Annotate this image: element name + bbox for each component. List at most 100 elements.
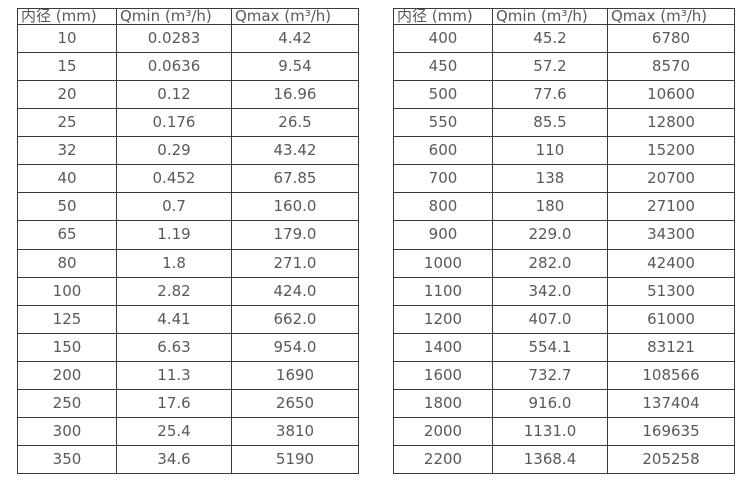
table-cell: 80 [17,248,117,278]
table-cell: 2200 [393,444,493,475]
table-cell: 1200 [393,304,493,334]
table-cell: 250 [17,388,117,418]
table-row: 200 11.3 1690 [17,360,359,390]
table-cell: 2000 [393,416,493,446]
table-cell: 15200 [607,136,735,166]
table-cell: 0.176 [116,108,232,138]
table-cell: 57.2 [492,52,608,82]
table-cell: 916.0 [492,388,608,418]
table-row: 1000 282.0 42400 [393,248,735,278]
table-row: 150 6.63 954.0 [17,332,359,362]
table-cell: 2650 [231,388,359,418]
table-row: 125 4.41 662.0 [17,304,359,334]
table-row: 1400 554.1 83121 [393,332,735,362]
table-header-row: 内径 (mm) Qmin (m³/h) Qmax (m³/h) [393,8,735,25]
table-cell: 0.29 [116,136,232,166]
table-cell: 0.0283 [116,23,232,54]
table-row: 1200 407.0 61000 [393,304,735,334]
table-row: 50 0.7 160.0 [17,192,359,222]
table-cell: 424.0 [231,276,359,306]
table-cell: 1368.4 [492,444,608,475]
table-cell: 26.5 [231,108,359,138]
table-cell: 83121 [607,332,735,362]
header-qmin: Qmin (m³/h) [116,8,232,25]
table-cell: 662.0 [231,304,359,334]
table-cell: 271.0 [231,248,359,278]
table-row: 65 1.19 179.0 [17,220,359,250]
table-row: 2000 1131.0 169635 [393,416,735,446]
table-row: 1800 916.0 137404 [393,388,735,418]
table-cell: 1100 [393,276,493,306]
table-cell: 179.0 [231,220,359,250]
table-row: 1600 732.7 108566 [393,360,735,390]
table-cell: 50 [17,192,117,222]
table-cell: 34.6 [116,444,232,475]
table-cell: 954.0 [231,332,359,362]
table-row: 40 0.452 67.85 [17,164,359,194]
table-cell: 27100 [607,192,735,222]
table-cell: 3810 [231,416,359,446]
table-cell: 32 [17,136,117,166]
header-qmax: Qmax (m³/h) [231,8,359,25]
table-cell: 169635 [607,416,735,446]
table-cell: 550 [393,108,493,138]
table-cell: 25.4 [116,416,232,446]
table-cell: 10600 [607,80,735,110]
table-row: 15 0.0636 9.54 [17,52,359,82]
table-cell: 1600 [393,360,493,390]
table-cell: 0.7 [116,192,232,222]
header-qmin: Qmin (m³/h) [492,8,608,25]
table-row: 1100 342.0 51300 [393,276,735,306]
table-cell: 20 [17,80,117,110]
table-cell: 1690 [231,360,359,390]
table-cell: 137404 [607,388,735,418]
table-row: 700 138 20700 [393,164,735,194]
table-row: 600 110 15200 [393,136,735,166]
table-cell: 1000 [393,248,493,278]
table-header-row: 内径 (mm) Qmin (m³/h) Qmax (m³/h) [17,8,359,25]
table-cell: 200 [17,360,117,390]
table-cell: 400 [393,23,493,54]
table-cell: 1400 [393,332,493,362]
table-body: 10 0.0283 4.42 15 0.0636 9.54 20 0.12 16.96 25 0.1… [17,23,359,475]
table-cell: 12800 [607,108,735,138]
table-cell: 160.0 [231,192,359,222]
table-cell: 5190 [231,444,359,475]
table-row: 350 34.6 5190 [17,444,359,475]
table-cell: 8570 [607,52,735,82]
flow-table-small-diameters: 内径 (mm) Qmin (m³/h) Qmax (m³/h) 10 0.0283… [17,8,359,475]
table-cell: 180 [492,192,608,222]
table-cell: 732.7 [492,360,608,390]
table-cell: 43.42 [231,136,359,166]
table-cell: 11.3 [116,360,232,390]
table-cell: 77.6 [492,80,608,110]
table-row: 500 77.6 10600 [393,80,735,110]
table-cell: 150 [17,332,117,362]
table-cell: 800 [393,192,493,222]
table-cell: 65 [17,220,117,250]
table-cell: 125 [17,304,117,334]
table-row: 300 25.4 3810 [17,416,359,446]
table-row: 10 0.0283 4.42 [17,23,359,54]
table-row: 32 0.29 43.42 [17,136,359,166]
table-row: 25 0.176 26.5 [17,108,359,138]
table-cell: 100 [17,276,117,306]
table-cell: 1131.0 [492,416,608,446]
table-cell: 1800 [393,388,493,418]
table-cell: 450 [393,52,493,82]
table-row: 400 45.2 6780 [393,23,735,54]
table-cell: 9.54 [231,52,359,82]
table-cell: 554.1 [492,332,608,362]
table-cell: 34300 [607,220,735,250]
table-row: 2200 1368.4 205258 [393,444,735,475]
table-row: 250 17.6 2650 [17,388,359,418]
table-cell: 61000 [607,304,735,334]
table-cell: 1.8 [116,248,232,278]
table-cell: 600 [393,136,493,166]
table-cell: 282.0 [492,248,608,278]
table-cell: 500 [393,80,493,110]
table-cell: 0.12 [116,80,232,110]
table-cell: 205258 [607,444,735,475]
table-cell: 0.0636 [116,52,232,82]
